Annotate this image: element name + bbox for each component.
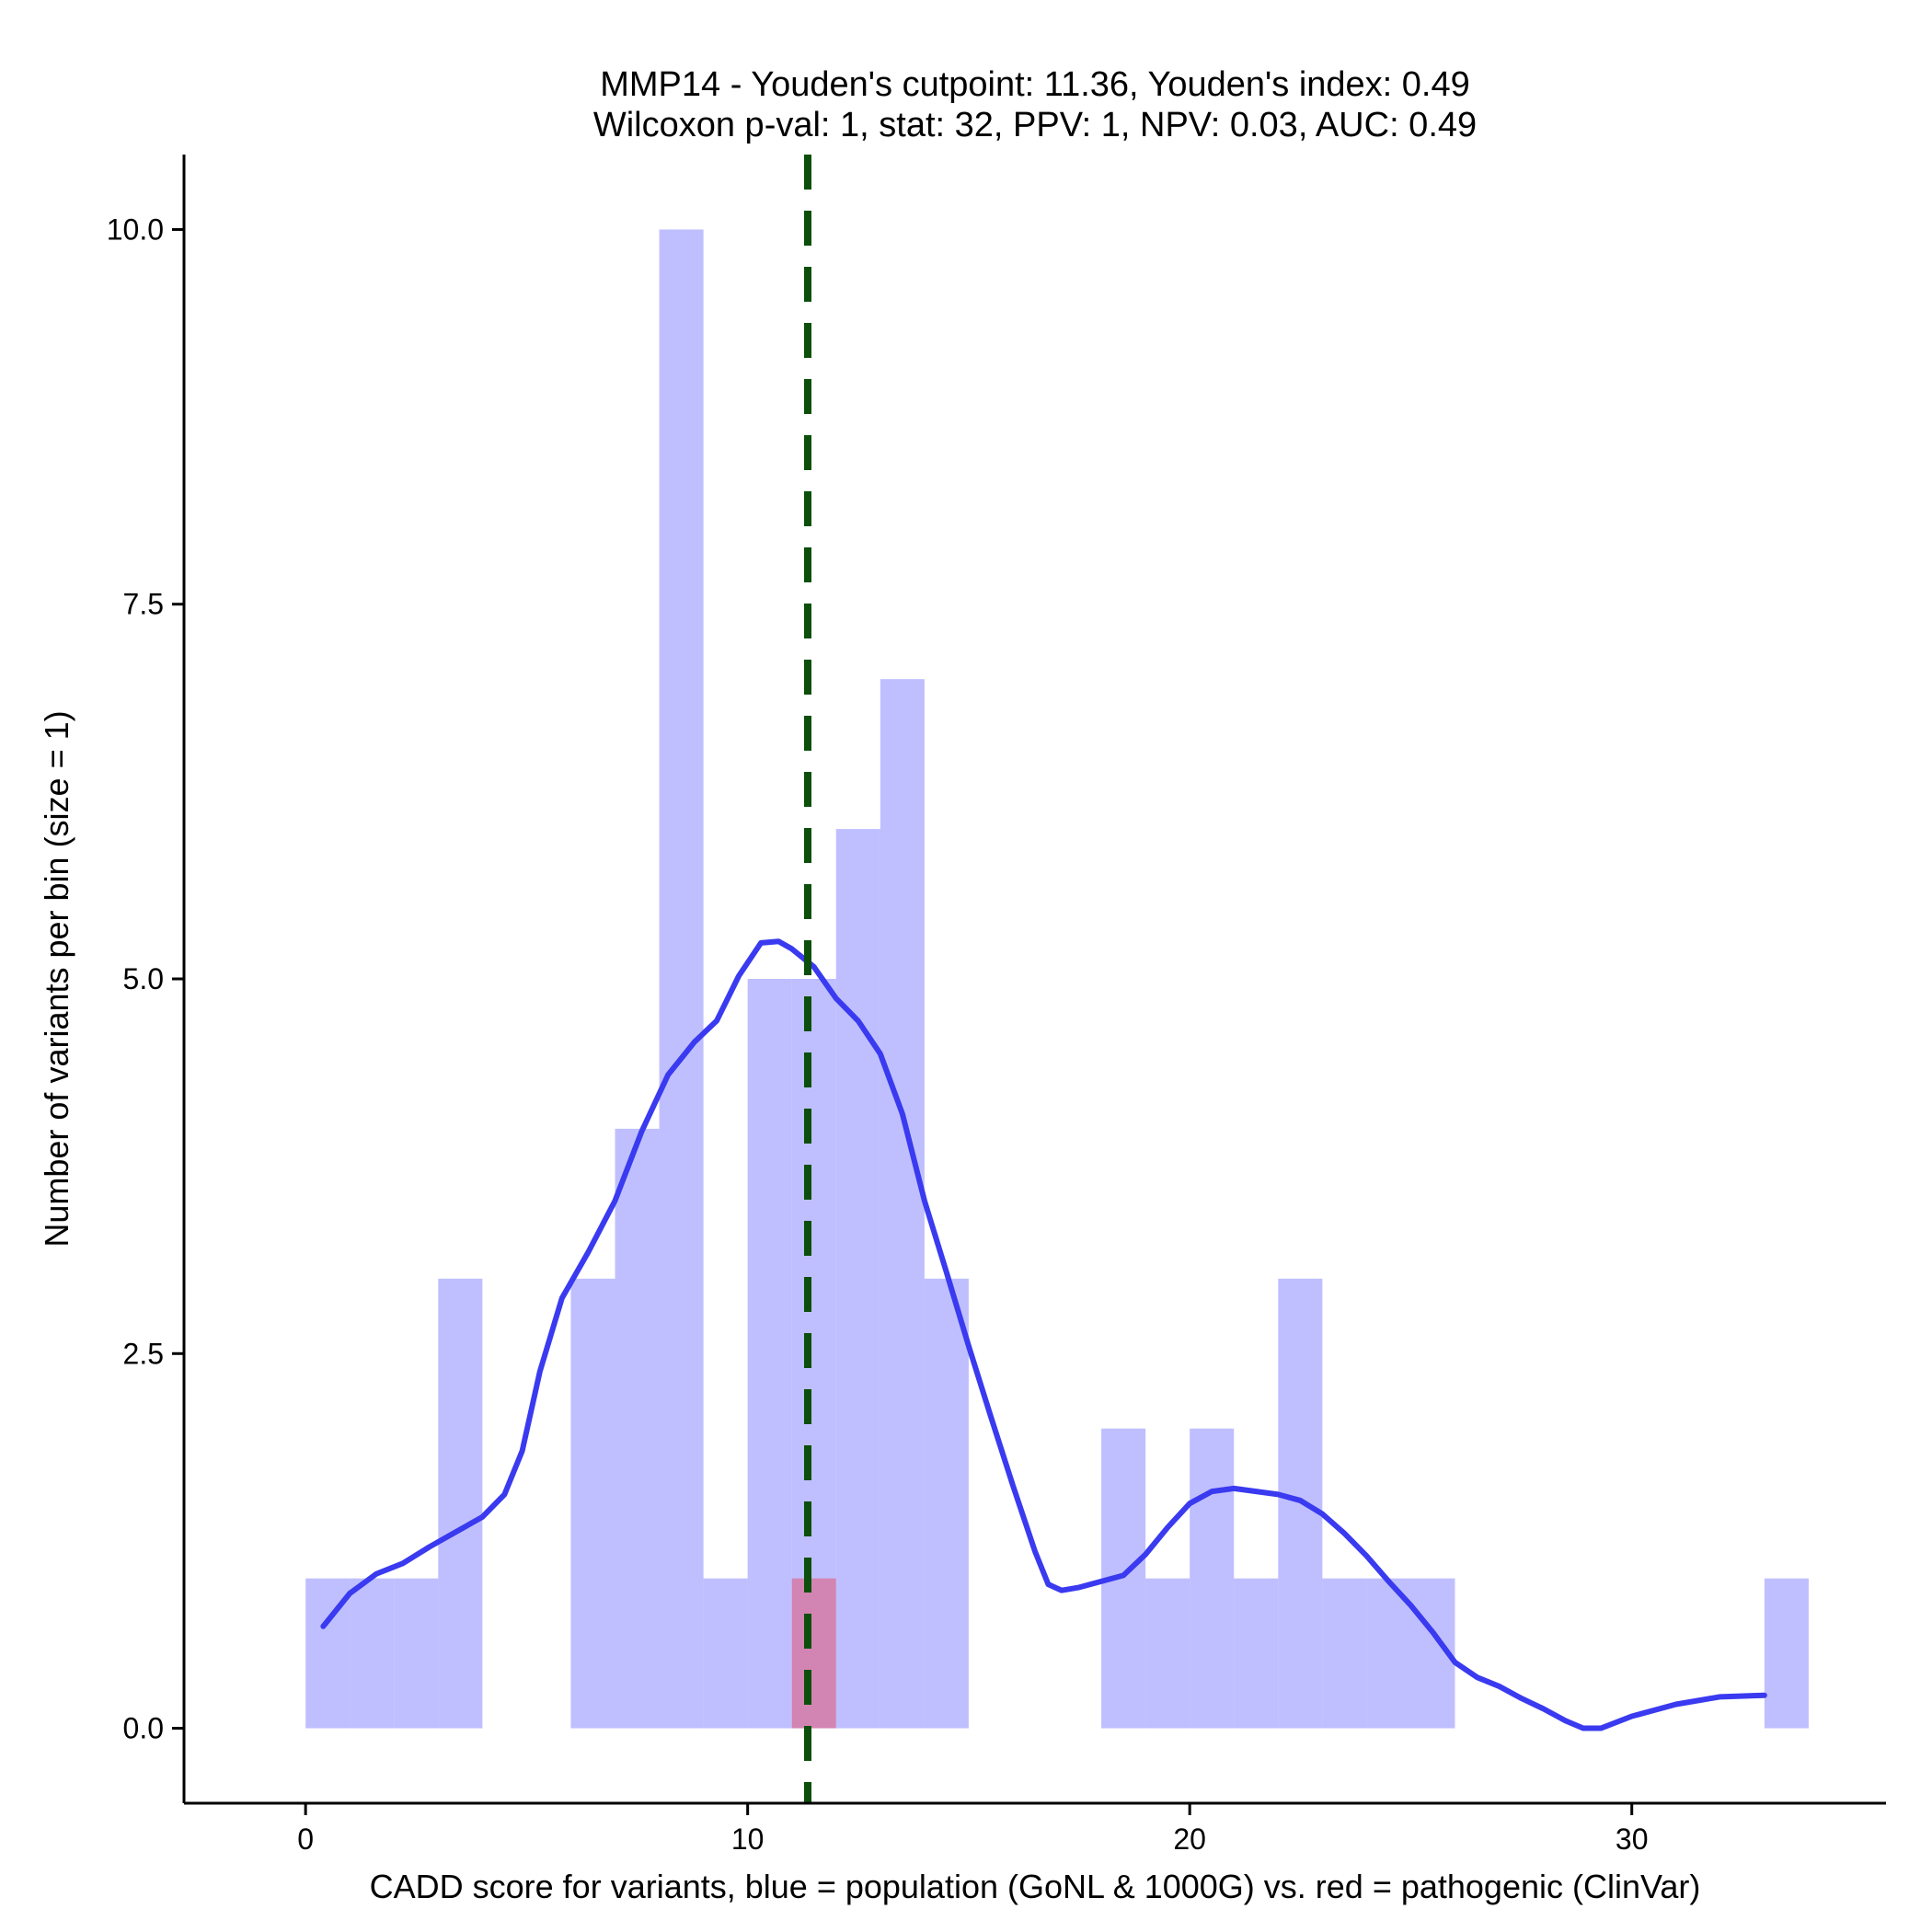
plot-area	[305, 155, 1809, 1803]
population-bar-5	[615, 1128, 660, 1729]
population-bar-2	[394, 1578, 439, 1729]
population-bar-7	[703, 1578, 748, 1729]
population-bar-21	[1764, 1578, 1809, 1729]
population-bar-14	[1145, 1578, 1190, 1729]
chart-text: MMP14 - Youden's cutpoint: 11.36, Youden…	[38, 65, 1700, 1905]
population-bar-9	[791, 979, 836, 1729]
y-tick-label-3: 7.5	[123, 588, 164, 621]
y-tick-label-1: 2.5	[123, 1337, 164, 1370]
y-tick-label-4: 10.0	[107, 213, 164, 246]
x-tick-label-1: 10	[731, 1823, 765, 1856]
population-bar-16	[1234, 1578, 1279, 1729]
population-bar-10	[835, 829, 880, 1729]
population-bar-4	[570, 1278, 615, 1729]
x-tick-label-0: 0	[297, 1823, 314, 1856]
chart-subtitle: Wilcoxon p-val: 1, stat: 32, PPV: 1, NPV…	[593, 106, 1477, 144]
y-tick-label-0: 0.0	[123, 1712, 164, 1745]
pathogenic-bar-0	[791, 1578, 836, 1729]
x-tick-label-2: 20	[1173, 1823, 1206, 1856]
x-axis-title: CADD score for variants, blue = populati…	[370, 1868, 1701, 1905]
population-bar-11	[880, 679, 925, 1729]
population-bar-6	[659, 229, 704, 1729]
population-bar-15	[1190, 1428, 1235, 1729]
x-tick-label-3: 30	[1616, 1823, 1649, 1856]
population-bar-18	[1322, 1578, 1367, 1729]
population-bar-3	[438, 1278, 483, 1729]
axes: 0 10 20 30 0.0 2.5 5.0 7.5 10.0	[107, 155, 1886, 1856]
population-bar-1	[350, 1578, 395, 1729]
population-bar-8	[747, 979, 792, 1729]
density-curve	[320, 938, 1767, 1731]
y-axis-title: Number of variants per bin (size = 1)	[38, 710, 75, 1247]
population-bar-12	[924, 1278, 969, 1729]
y-tick-label-2: 5.0	[123, 962, 164, 995]
chart-title: MMP14 - Youden's cutpoint: 11.36, Youden…	[600, 65, 1470, 104]
population-bar-19	[1366, 1578, 1411, 1729]
